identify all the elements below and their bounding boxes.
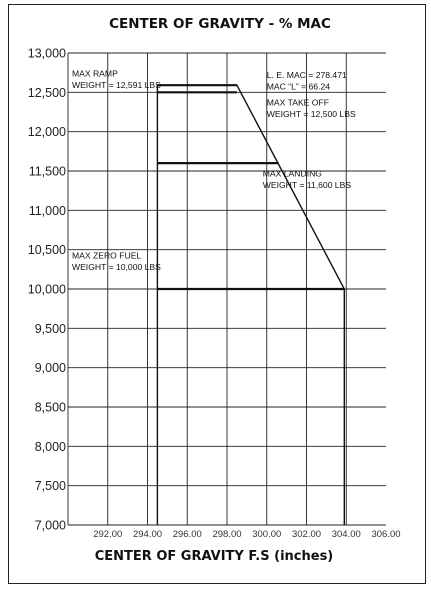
cg-envelope — [157, 85, 344, 525]
x-tick-label: 296.00 — [173, 529, 202, 540]
y-tick-label: 8,000 — [35, 440, 66, 454]
annotation-le-mac: L. E. MAC = 278.471 MAC “L” = 66.24 — [267, 70, 347, 92]
y-tick-label: 10,000 — [28, 283, 66, 297]
x-tick-label: 304.00 — [332, 529, 361, 540]
y-tick-label: 13,000 — [28, 47, 66, 61]
y-tick-label: 11,000 — [29, 204, 66, 218]
y-tick-label: 8,500 — [35, 401, 66, 415]
x-tick-label: 298.00 — [212, 529, 241, 540]
y-tick-label: 10,500 — [28, 243, 66, 257]
y-tick-label: 9,000 — [35, 361, 66, 375]
x-axis-label: CENTER OF GRAVITY F.S (inches) — [95, 549, 334, 564]
x-tick-label: 292.00 — [93, 529, 122, 540]
x-tick-label: 294.00 — [133, 529, 162, 540]
x-tick-label: 302.00 — [292, 529, 321, 540]
y-tick-label: 12,000 — [28, 125, 66, 139]
y-tick-labels: 13,000 12,500 12,000 11,500 11,000 10,500 10,0… — [28, 47, 66, 533]
y-tick-label: 9,500 — [35, 322, 66, 336]
x-tick-label: 306.00 — [371, 529, 400, 540]
y-tick-label: 11,500 — [29, 165, 66, 179]
chart-title: CENTER OF GRAVITY - % MAC — [109, 16, 331, 32]
annotation-landing: MAX LANDING WEIGHT = 11,600 LBS — [263, 169, 352, 191]
y-tick-label: 12,500 — [28, 86, 66, 100]
y-tick-label: 7,000 — [35, 519, 66, 533]
envelope-line-0 — [157, 85, 344, 525]
x-tick-label: 300.00 — [252, 529, 281, 540]
y-tick-label: 7,500 — [35, 479, 66, 493]
annotation-takeoff: MAX TAKE OFF WEIGHT = 12,500 LBS — [267, 98, 356, 120]
x-tick-labels: 292.00 294.00 296.00 298.00 300.00 302.00 304.… — [93, 529, 400, 540]
